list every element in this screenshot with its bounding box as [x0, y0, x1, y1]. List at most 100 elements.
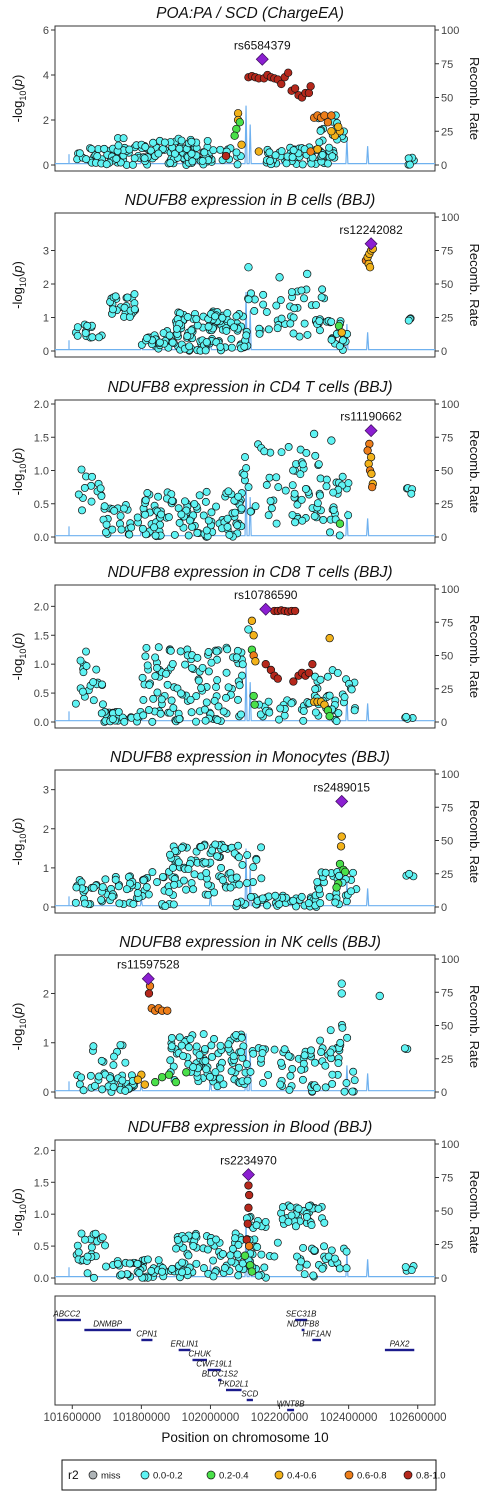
snp-point: [142, 883, 151, 892]
snp-point: [284, 1052, 293, 1060]
snp-point: [89, 678, 98, 687]
snp-point: [400, 1044, 409, 1053]
snp-point: [232, 653, 241, 662]
lead-snp-label: rs12242082: [339, 223, 403, 237]
snp-point: [80, 484, 89, 492]
y-tick-label: 1.0: [34, 1209, 49, 1221]
snp-point: [110, 506, 119, 515]
y-tick-label: 3: [43, 246, 49, 258]
snp-point: [276, 704, 285, 713]
snp-point: [176, 647, 185, 656]
y-tick-label: 1.5: [34, 1177, 49, 1189]
snp-point: [311, 685, 320, 694]
snp-point: [112, 154, 121, 163]
snp-point: [195, 1051, 204, 1059]
snp-point: [141, 143, 150, 151]
snp-point: [203, 136, 212, 145]
y2-tick-label: 25: [441, 499, 453, 511]
snp-point: [87, 497, 96, 506]
legend-swatch: [344, 1470, 354, 1480]
snp-point: [272, 301, 281, 310]
snp-point: [246, 507, 255, 516]
snp-point: [87, 1243, 96, 1252]
snp-point: [287, 288, 296, 296]
snp-point: [200, 1044, 209, 1053]
snp-point: [349, 868, 357, 877]
snp-point: [93, 152, 102, 161]
gene-label: CWF19L1: [196, 1360, 232, 1369]
snp-point: [76, 656, 85, 665]
snp-point: [238, 671, 246, 680]
snp-point: [141, 510, 150, 519]
y2-tick-label: 100: [441, 584, 459, 596]
legend-label: miss: [101, 1471, 121, 1482]
snp-point: [83, 321, 92, 330]
snp-point: [141, 652, 150, 661]
snp-point: [96, 484, 105, 493]
snp-point: [149, 694, 158, 703]
snp-point: [249, 1049, 258, 1058]
snp-point: [142, 334, 151, 343]
snp-point: [337, 989, 346, 998]
snp-point: [100, 502, 109, 511]
chart-panel-6: NDUFB8 expression in NK cells (BBJ) 0 1 2 0 2…: [10, 934, 482, 1099]
snp-point: [140, 1080, 149, 1089]
snp-point: [198, 156, 207, 165]
y2-tick-label: 0: [441, 346, 447, 358]
snp-point: [81, 329, 90, 338]
snp-point: [298, 460, 307, 469]
snp-point: [201, 858, 210, 867]
snp-point: [259, 290, 268, 299]
y2-tick-label: 0: [441, 160, 447, 172]
y-axis-label: -log10(p): [10, 75, 28, 123]
snp-point: [308, 660, 317, 669]
y2-tick-label: 25: [441, 869, 453, 881]
snp-point: [190, 870, 199, 879]
snp-point: [77, 1073, 86, 1082]
snp-point: [154, 149, 163, 158]
y2-tick-label: 25: [441, 1240, 453, 1252]
snp-point: [199, 511, 208, 520]
snp-point: [304, 899, 313, 908]
snp-point: [197, 843, 205, 851]
snp-point: [271, 151, 280, 160]
snp-point: [327, 111, 336, 120]
snp-point: [334, 122, 343, 131]
y2-tick-label: 75: [441, 802, 453, 814]
snp-point: [146, 146, 155, 155]
snp-point: [243, 879, 251, 887]
snp-point: [306, 82, 315, 91]
legend-swatch: [403, 1470, 413, 1480]
y-tick-label: 2: [43, 115, 49, 127]
snp-point: [166, 850, 174, 859]
gene-bar-ndufb8: [301, 1328, 305, 1332]
snp-point: [320, 1218, 329, 1227]
gene-bar-sec31b: [295, 1318, 308, 1322]
gene-label: PAX2: [390, 1340, 410, 1349]
y2-axis-label: Recomb. Rate: [467, 800, 482, 883]
snp-point: [265, 473, 274, 482]
snp-point: [340, 693, 349, 702]
snp-point: [304, 1202, 313, 1211]
y2-tick-label: 50: [441, 651, 453, 663]
snp-point: [233, 898, 241, 907]
snp-point: [244, 1241, 254, 1251]
gene-label: WNT8B: [277, 1400, 306, 1409]
y2-tick-label: 25: [441, 1054, 453, 1066]
snp-point: [223, 309, 232, 318]
y2-axis-label: Recomb. Rate: [467, 243, 482, 326]
snp-point: [315, 885, 324, 894]
snp-point: [175, 714, 184, 723]
snp-point: [242, 1060, 251, 1069]
snp-point: [401, 1263, 410, 1271]
snp-point: [73, 1241, 82, 1250]
y-tick-label: 2: [43, 279, 49, 291]
snp-point: [212, 502, 221, 511]
snp-point: [169, 900, 178, 909]
snp-points: [72, 1181, 418, 1282]
snp-point: [328, 1070, 337, 1079]
snp-point: [250, 700, 259, 709]
snp-point: [143, 661, 152, 670]
snp-point: [202, 338, 211, 347]
snp-point: [241, 453, 249, 462]
